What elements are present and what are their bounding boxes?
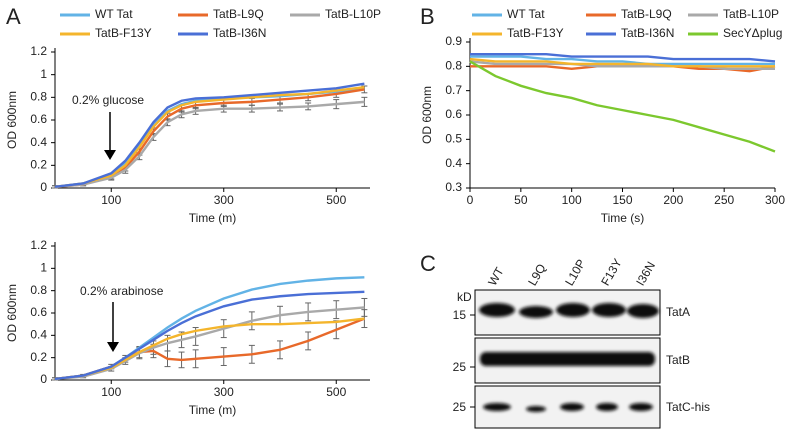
y-tick-label: 0.5 [445, 132, 462, 146]
x-tick-label: 300 [765, 193, 785, 207]
row-label: TatA [666, 305, 690, 319]
x-tick-label: 300 [214, 385, 234, 399]
panel-label: B [420, 4, 435, 29]
band [560, 403, 584, 411]
x-axis-title: Time (s) [601, 211, 645, 225]
y-tick-label: 1.2 [30, 238, 47, 252]
legend-label: TatB-L9Q [213, 7, 264, 21]
arrowhead [104, 150, 116, 160]
legend-label: TatB-F13Y [507, 26, 564, 40]
panel-label: C [420, 251, 436, 276]
x-tick-label: 500 [326, 385, 346, 399]
y-tick-label: 0.4 [30, 135, 47, 149]
y-tick-label: 0.8 [30, 283, 47, 297]
x-tick-label: 200 [663, 193, 683, 207]
y-tick-label: 0.2 [30, 350, 47, 364]
band [627, 304, 659, 318]
y-tick-label: 0.6 [30, 112, 47, 126]
legend-label: TatB-L10P [325, 7, 381, 21]
legend-label: TatB-F13Y [95, 26, 152, 40]
x-tick-label: 250 [714, 193, 734, 207]
series-line [470, 55, 775, 66]
series-line [54, 100, 365, 189]
y-tick-label: 1 [40, 261, 47, 275]
x-tick-label: 0 [467, 193, 474, 207]
series-line [470, 52, 776, 63]
band [519, 306, 553, 318]
x-axis-title: Time (m) [189, 403, 237, 417]
y-axis-title: OD 600nm [420, 86, 434, 144]
series-line [54, 317, 365, 381]
y-tick-label: 0.9 [445, 34, 462, 48]
y-tick-label: 0.4 [445, 156, 462, 170]
band [480, 352, 655, 366]
x-tick-label: 300 [214, 193, 234, 207]
legend-label: TatB-L10P [723, 7, 779, 21]
annotation: 0.2% arabinose [80, 284, 164, 298]
legend-label: WT Tat [95, 7, 133, 21]
kd-label: kD [457, 290, 472, 304]
panel-label: A [6, 4, 21, 29]
legend-label: TatB-I36N [213, 26, 266, 40]
series-line [469, 57, 775, 68]
legend-label: TatB-I36N [621, 26, 674, 40]
y-tick-label: 0.8 [30, 90, 47, 104]
y-tick-label: 1.2 [30, 44, 47, 58]
series-line [54, 290, 365, 381]
y-tick-label: 0.6 [445, 107, 462, 121]
x-tick-label: 500 [326, 193, 346, 207]
y-tick-label: 0.7 [445, 83, 462, 97]
marker-label: 25 [453, 400, 467, 414]
x-tick-label: 150 [612, 193, 632, 207]
legend-label: TatB-L9Q [621, 7, 672, 21]
series-line [54, 82, 365, 189]
lane-label: L10P [562, 257, 588, 288]
marker-label: 15 [453, 308, 467, 322]
x-tick-label: 100 [101, 193, 121, 207]
x-tick-label: 100 [562, 193, 582, 207]
band [592, 303, 626, 317]
lane-label: WT [485, 264, 507, 288]
x-axis-title: Time (m) [189, 211, 237, 225]
series-line [54, 306, 365, 381]
series-line [469, 60, 776, 153]
arrowhead [107, 342, 119, 352]
row-label: TatC-his [666, 400, 710, 414]
lane-label: I36N [633, 259, 658, 288]
series-line [54, 85, 365, 189]
y-tick-label: 0.3 [445, 180, 462, 194]
y-tick-label: 0.4 [30, 328, 47, 342]
y-tick-label: 0.8 [445, 59, 462, 73]
lane-label: F13Y [598, 256, 624, 288]
marker-label: 25 [453, 360, 467, 374]
y-axis-title: OD 600nm [5, 284, 19, 342]
series-line [469, 60, 775, 70]
band [596, 403, 618, 411]
legend-label: WT Tat [507, 7, 545, 21]
legend-label: SecYΔplug [723, 26, 782, 40]
row-label: TatB [666, 353, 690, 367]
band [629, 403, 653, 411]
x-tick-label: 50 [514, 193, 528, 207]
annotation: 0.2% glucose [72, 93, 144, 107]
band [526, 406, 546, 412]
lane-label: L9Q [525, 261, 548, 288]
y-tick-label: 0 [40, 180, 47, 194]
band [483, 403, 511, 411]
series-line [54, 88, 365, 189]
y-tick-label: 0.6 [30, 305, 47, 319]
x-tick-label: 100 [101, 385, 121, 399]
band [556, 303, 590, 317]
y-tick-label: 0.2 [30, 158, 47, 172]
y-tick-label: 1 [40, 67, 47, 81]
band [479, 303, 515, 317]
y-axis-title: OD 600nm [5, 91, 19, 149]
y-tick-label: 0 [40, 372, 47, 386]
